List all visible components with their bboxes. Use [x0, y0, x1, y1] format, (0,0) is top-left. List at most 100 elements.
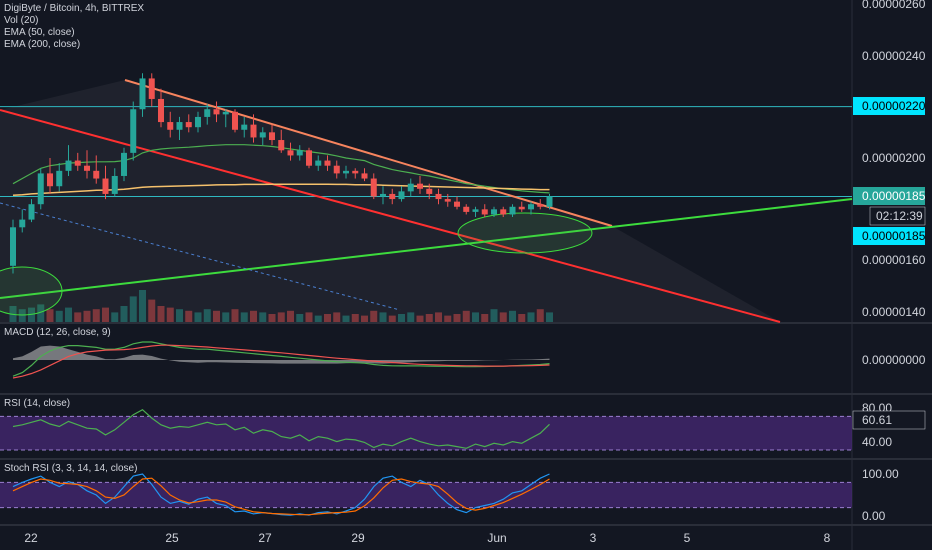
- volume-bar: [120, 306, 128, 322]
- candle-body: [65, 160, 72, 171]
- price-label-box: [853, 227, 925, 245]
- volume-bar: [129, 296, 137, 322]
- candle-body: [361, 173, 368, 179]
- volume-bar: [407, 312, 415, 322]
- volume-bar: [287, 310, 294, 322]
- candle-body: [278, 140, 285, 151]
- stoch-d-line: [12, 477, 550, 516]
- legend-ema50: EMA (50, close): [4, 27, 75, 38]
- price-label-text: 0.00000185: [862, 189, 926, 203]
- volume-bar: [194, 312, 202, 322]
- candle-body: [28, 204, 35, 220]
- chart-title: DigiByte / Bitcoin, 4h, BITTREX: [4, 3, 145, 14]
- candle-body: [241, 124, 248, 130]
- candle-body: [222, 111, 229, 115]
- volume-bar: [296, 314, 304, 322]
- volume-bar: [388, 315, 396, 322]
- volume-bar: [490, 309, 498, 322]
- volume-bar: [37, 304, 45, 322]
- candle-body: [176, 122, 183, 130]
- x-tick-label: 25: [165, 531, 179, 545]
- volume-bar: [444, 315, 452, 322]
- volume-bar: [55, 310, 63, 322]
- price-label-text: 02:12:39: [876, 209, 923, 223]
- candle-body: [158, 98, 164, 123]
- macd-histogram: [13, 345, 550, 364]
- volume-bar: [157, 306, 165, 322]
- volume-bar: [250, 310, 257, 322]
- volume-bar: [509, 310, 516, 322]
- price-label-box: [869, 206, 926, 226]
- price-tick-label: 0.00000260: [862, 0, 926, 11]
- volume-bar: [333, 312, 341, 322]
- volume-bar: [268, 314, 276, 322]
- candle-body: [352, 170, 359, 174]
- descending-channel-line: [0, 109, 781, 323]
- rsi-line: [12, 408, 550, 449]
- volume-bar: [398, 314, 405, 322]
- volume-bar: [18, 309, 26, 322]
- volume-bar: [46, 309, 54, 322]
- price-tick-label: 0.00000240: [862, 49, 926, 63]
- volume-bar: [277, 312, 285, 322]
- candle-body: [389, 193, 396, 200]
- volume-bar: [148, 299, 156, 322]
- candle-body: [481, 209, 488, 215]
- x-tick-label: 3: [590, 531, 597, 545]
- volume-bar: [527, 312, 535, 322]
- price-tick-label: 0.00000200: [862, 151, 926, 165]
- x-tick-label: 22: [24, 531, 38, 545]
- candle-body: [56, 170, 63, 187]
- candle-body: [518, 206, 525, 210]
- volume-bar: [176, 309, 183, 322]
- candle-body: [528, 204, 534, 210]
- volume-bar: [213, 310, 220, 322]
- candle-body: [398, 191, 405, 200]
- candle-body: [259, 132, 266, 138]
- price-label-box: [853, 187, 925, 205]
- volume-bar: [546, 312, 553, 322]
- rsi-current-value: 60.61: [862, 413, 892, 427]
- legend-ema200: EMA (200, close): [4, 39, 81, 50]
- price-label-text: 0.00000220: [862, 99, 926, 113]
- macd-tick-label: 0.00000000: [862, 353, 926, 367]
- candle-body: [417, 183, 423, 189]
- volume-bar: [185, 310, 193, 322]
- volume-bar: [231, 309, 239, 322]
- candle-body: [426, 188, 433, 194]
- macd-line: [12, 341, 550, 377]
- volume-bar: [305, 312, 313, 322]
- candle-body: [315, 160, 322, 166]
- stoch-band: [0, 482, 852, 508]
- legend-vol: Vol (20): [4, 15, 39, 26]
- volume-bar: [481, 314, 489, 322]
- candle-body: [407, 183, 414, 192]
- price-tick-label: 0.00000160: [862, 253, 926, 267]
- volume-bar: [74, 312, 82, 322]
- rising-support-line: [0, 198, 853, 299]
- price-label-text: 0.00000185: [862, 229, 926, 243]
- candle-body: [139, 78, 146, 110]
- highlight-ellipse: [457, 212, 593, 254]
- candle-body: [195, 116, 201, 128]
- ema200-line: [12, 183, 550, 196]
- volume-bar: [111, 312, 119, 322]
- price-label-box: [853, 97, 925, 115]
- candle-body: [93, 170, 100, 179]
- candle-body: [454, 201, 460, 207]
- highlight-ellipse: [0, 266, 63, 316]
- candle-body: [47, 173, 53, 187]
- candle-body: [84, 165, 90, 171]
- volume-bar: [314, 315, 322, 322]
- candle-body: [537, 204, 544, 207]
- stoch-title: Stoch RSI (3, 3, 14, 14, close): [4, 463, 138, 474]
- candle-body: [213, 109, 220, 115]
- volume-bar: [499, 312, 507, 322]
- candle-body: [167, 122, 174, 130]
- candle-body: [204, 109, 211, 117]
- candle-body: [380, 193, 386, 197]
- candle-body: [333, 165, 340, 174]
- volume-bar: [102, 307, 109, 322]
